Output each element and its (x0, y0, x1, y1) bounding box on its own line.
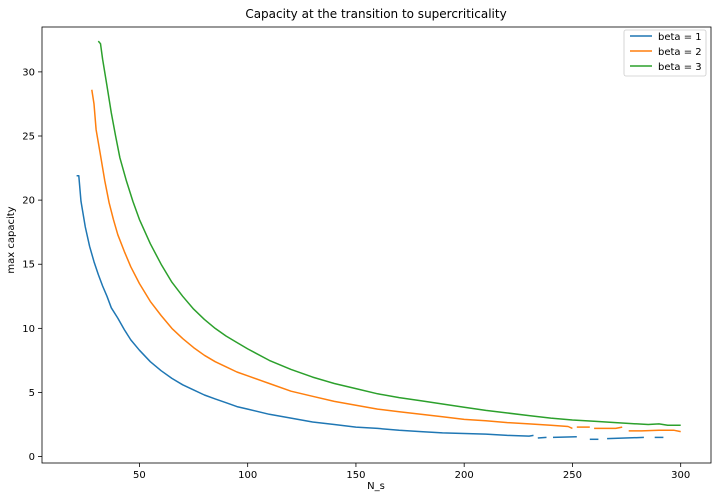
y-tick-label: 30 (22, 67, 35, 78)
series-line-beta-2-segment-1 (91, 89, 573, 430)
series-line-beta-3-segment-1 (97, 40, 681, 426)
series-line-beta-2-segment-3 (594, 426, 623, 430)
plot-area-frame (41, 26, 712, 464)
x-tick-label: 100 (238, 470, 257, 481)
legend-label-beta-2: beta = 2 (658, 47, 702, 58)
x-axis-ticks: 50 100 150 200 250 300 (133, 463, 690, 481)
y-tick-label: 15 (22, 260, 35, 271)
legend-label-beta-3: beta = 3 (658, 62, 702, 73)
y-tick-label: 25 (22, 132, 35, 143)
legend: beta = 1 beta = 2 beta = 3 (623, 29, 707, 77)
x-tick-label: 50 (133, 470, 146, 481)
y-axis-ticks: 0 5 10 15 20 25 30 (22, 67, 42, 463)
x-tick-label: 150 (346, 470, 365, 481)
series-line-beta-1-segment-1 (76, 175, 534, 437)
y-tick-label: 5 (29, 388, 35, 399)
legend-box (623, 29, 707, 77)
x-tick-label: 250 (563, 470, 582, 481)
series-line-beta-1-segment-2 (537, 436, 547, 439)
y-tick-label: 0 (29, 452, 35, 463)
y-axis-label: max capacity (6, 206, 17, 273)
y-tick-label: 20 (22, 196, 35, 207)
series-line-beta-2-segment-4 (628, 429, 681, 433)
x-axis-label: N_s (367, 481, 385, 492)
series-layer (76, 40, 681, 441)
chart-title: Capacity at the transition to supercriti… (245, 7, 506, 21)
legend-label-beta-1: beta = 1 (658, 32, 702, 43)
x-tick-label: 300 (671, 470, 690, 481)
series-line-beta-1-segment-3 (552, 435, 577, 439)
y-tick-label: 10 (22, 324, 35, 335)
x-tick-label: 200 (455, 470, 474, 481)
series-line-beta-1-segment-5 (607, 436, 644, 440)
